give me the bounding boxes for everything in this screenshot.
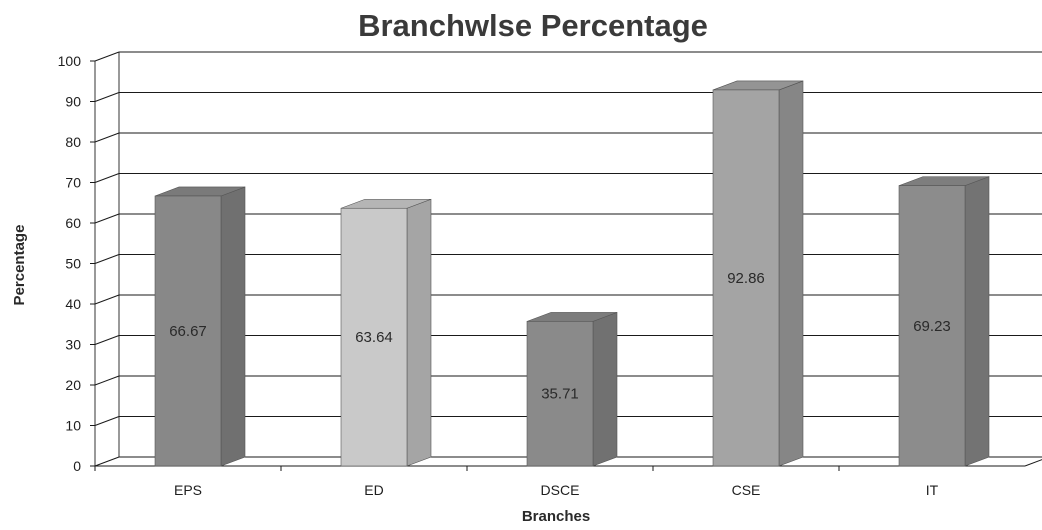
y-tick-label: 10 — [65, 418, 81, 434]
floor-right-edge — [1024, 459, 1042, 467]
gridline-slant — [94, 51, 120, 62]
gridline-slant — [94, 375, 120, 386]
y-axis-label: Percentage — [11, 225, 28, 306]
gridline-slant — [94, 92, 120, 102]
gridline-slant — [94, 213, 120, 224]
y-tick-label: 20 — [65, 377, 81, 393]
data-label-eps: 66.67 — [169, 323, 207, 340]
data-label-cse: 92.86 — [727, 270, 765, 287]
bar-eps — [154, 195, 222, 467]
bar-side-it — [964, 176, 990, 467]
y-tick-label: 100 — [58, 53, 82, 69]
bars — [154, 80, 990, 467]
y-tick-label: 80 — [65, 134, 81, 150]
y-tick-label: 60 — [65, 215, 81, 231]
x-tick-label-dsce: DSCE — [541, 482, 580, 498]
y-tick-label: 30 — [65, 337, 81, 353]
y-tick-label: 50 — [65, 256, 81, 272]
bar-side-cse — [778, 80, 804, 467]
bar-side-ed — [406, 198, 432, 467]
x-axis-label: Branches — [522, 508, 590, 525]
y-tick-label: 70 — [65, 175, 81, 191]
labels: 0 10 20 30 40 50 60 70 80 90 100 66.67 EPS 63.64 ED 35.… — [58, 53, 951, 498]
data-label-ed: 63.64 — [355, 329, 393, 346]
bar-ed — [340, 207, 408, 467]
gridline-slant — [94, 456, 120, 467]
gridline-slant — [94, 416, 120, 426]
y-tick-label: 90 — [65, 94, 81, 110]
x-tick-label-eps: EPS — [174, 482, 202, 498]
gridline-slant — [94, 173, 120, 183]
bar-side-dsce — [592, 311, 618, 467]
x-tick-label-it: IT — [926, 482, 939, 498]
bar-side-eps — [220, 186, 246, 467]
gridline-slant — [94, 254, 120, 264]
bar-dsce — [526, 321, 594, 467]
bar-cse — [712, 89, 780, 467]
gridline-slant — [94, 335, 120, 345]
gridline-slant — [94, 294, 120, 305]
x-tick-label-cse: CSE — [732, 482, 761, 498]
x-tick-label-ed: ED — [364, 482, 383, 498]
y-tick-label: 40 — [65, 296, 81, 312]
y-tick-label: 0 — [73, 458, 81, 474]
data-label-dsce: 35.71 — [541, 386, 579, 403]
data-label-it: 69.23 — [913, 318, 951, 335]
chart-title: Branchwlse Percentage — [358, 8, 708, 43]
gridline-slant — [94, 132, 120, 143]
bar-it — [898, 185, 966, 467]
